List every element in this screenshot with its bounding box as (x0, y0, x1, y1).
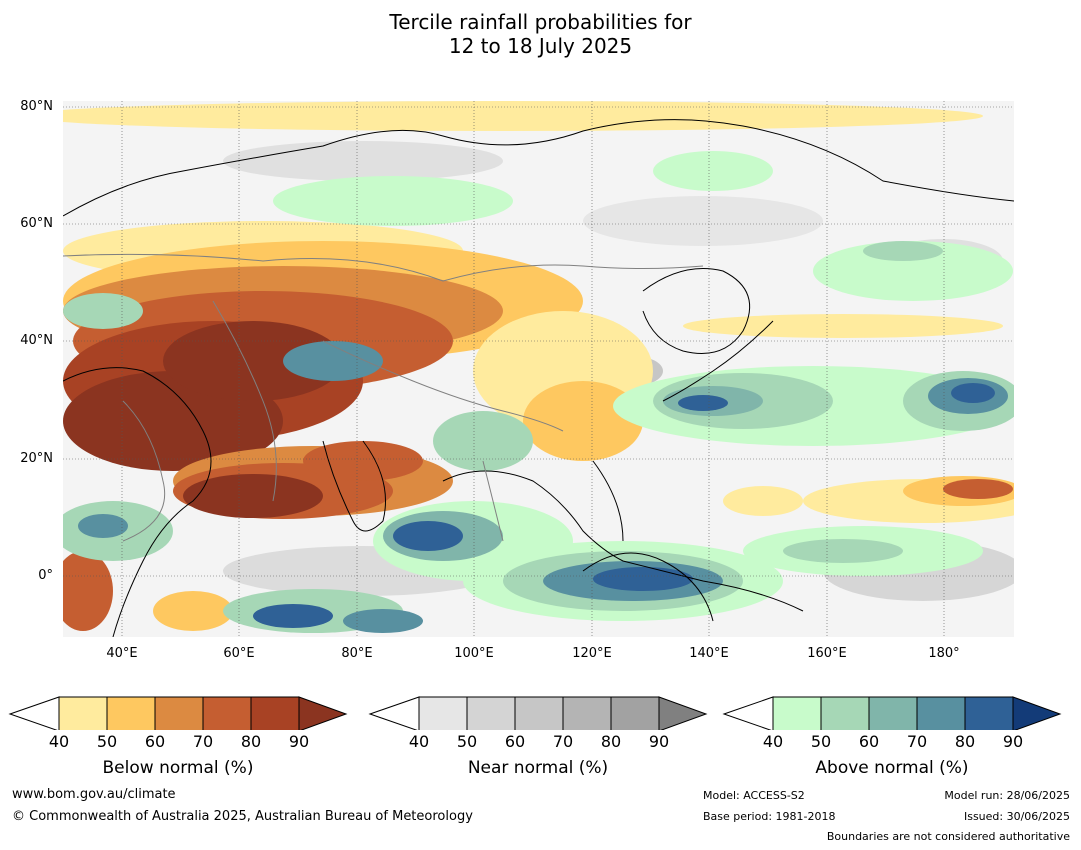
lat-label-40n: 40°N (20, 333, 53, 348)
copyright-text: © Commonwealth of Australia 2025, Austra… (12, 809, 473, 824)
colorbar-swatch-1-3 (562, 696, 612, 732)
colorbar-near-normal-swatches (368, 696, 708, 732)
colorbar-swatch-2-4 (964, 696, 1014, 732)
colorbar-above-normal-swatches (722, 696, 1062, 732)
chart-title: Tercile rainfall probabilities for 12 to… (0, 10, 1081, 58)
lat-label-0: 0° (38, 568, 53, 583)
lon-label-40e: 40°E (106, 646, 138, 661)
colorbar-below-tick-50: 50 (96, 732, 118, 751)
colorbar-above-tick-80: 80 (954, 732, 976, 751)
base-period-text: Base period: 1981-2018 (703, 810, 836, 823)
rainfall-probability-map (63, 101, 1014, 637)
lon-label-180: 180° (928, 646, 960, 661)
colorbar-below-tick-60: 60 (144, 732, 166, 751)
colorbar-above-label: Above normal (%) (815, 758, 969, 778)
colorbar-below-normal-swatches (8, 696, 348, 732)
map-svg (63, 101, 1014, 637)
lon-label-120e: 120°E (572, 646, 612, 661)
colorbar-swatch-0-3 (202, 696, 252, 732)
colorbar-swatch-0-0 (58, 696, 108, 732)
colorbar-near-tick-90: 90 (648, 732, 670, 751)
below-normal-region (63, 101, 1014, 631)
colorbar-swatch-0-4 (250, 696, 300, 732)
title-line-1: Tercile rainfall probabilities for (389, 10, 692, 34)
colorbar-swatch-2-0 (772, 696, 822, 732)
colorbar-above-normal: 40 50 60 70 80 90 Above normal (%) (722, 690, 1067, 780)
colorbar-swatch-2-3 (916, 696, 966, 732)
website-link[interactable]: www.bom.gov.au/climate (12, 787, 176, 802)
colorbar-swatch-1-5 (658, 696, 708, 732)
colorbar-swatch-1-1 (466, 696, 516, 732)
colorbar-below-tick-80: 80 (240, 732, 262, 751)
model-text: Model: ACCESS-S2 (703, 789, 805, 802)
colorbar-swatch-0-2 (154, 696, 204, 732)
colorbar-near-tick-60: 60 (504, 732, 526, 751)
colorbar-near-label: Near normal (%) (467, 758, 609, 778)
disclaimer-text: Boundaries are not considered authoritat… (826, 830, 1070, 843)
lat-label-80n: 80°N (20, 99, 53, 114)
graticule (63, 101, 1014, 637)
colorbar-above-tick-50: 50 (810, 732, 832, 751)
colorbar-near-tick-40: 40 (408, 732, 430, 751)
issued-text: Issued: 30/06/2025 (963, 810, 1070, 823)
colorbar-below-normal: 40 50 60 70 80 90 Below normal (%) (8, 690, 353, 780)
colorbar-above-tick-40: 40 (762, 732, 784, 751)
lon-label-60e: 60°E (223, 646, 255, 661)
colorbar-below-tick-40: 40 (48, 732, 70, 751)
lon-label-80e: 80°E (341, 646, 373, 661)
colorbar-swatch-2-2 (868, 696, 918, 732)
colorbar-above-tick-90: 90 (1002, 732, 1024, 751)
colorbar-above-tick-60: 60 (858, 732, 880, 751)
colorbar-near-tick-50: 50 (456, 732, 478, 751)
colorbar-swatch-0-5 (298, 696, 348, 732)
colorbar-swatch-0-1 (106, 696, 156, 732)
colorbar-below-tick-70: 70 (192, 732, 214, 751)
coastlines (63, 119, 1014, 637)
colorbar-near-tick-70: 70 (552, 732, 574, 751)
colorbar-below-tick-90: 90 (288, 732, 310, 751)
colorbar-swatch-1-0 (418, 696, 468, 732)
colorbar-below-label: Below normal (%) (102, 758, 254, 778)
colorbar-above-tick-70: 70 (906, 732, 928, 751)
lon-label-100e: 100°E (454, 646, 494, 661)
colorbar-near-tick-80: 80 (600, 732, 622, 751)
lon-label-160e: 160°E (807, 646, 847, 661)
colorbar-swatch-2-1 (820, 696, 870, 732)
above-normal-region (63, 151, 1014, 633)
colorbar-swatch-2-5 (1012, 696, 1062, 732)
country-boundaries (63, 253, 704, 542)
lat-label-60n: 60°N (20, 216, 53, 231)
lat-label-20n: 20°N (20, 451, 53, 466)
colorbar-swatch-1-2 (514, 696, 564, 732)
title-line-2: 12 to 18 July 2025 (448, 34, 633, 58)
lon-label-140e: 140°E (689, 646, 729, 661)
colorbar-swatch-1-4 (610, 696, 660, 732)
model-run-text: Model run: 28/06/2025 (944, 789, 1070, 802)
colorbar-near-normal: 40 50 60 70 80 90 Near normal (%) (368, 690, 713, 780)
